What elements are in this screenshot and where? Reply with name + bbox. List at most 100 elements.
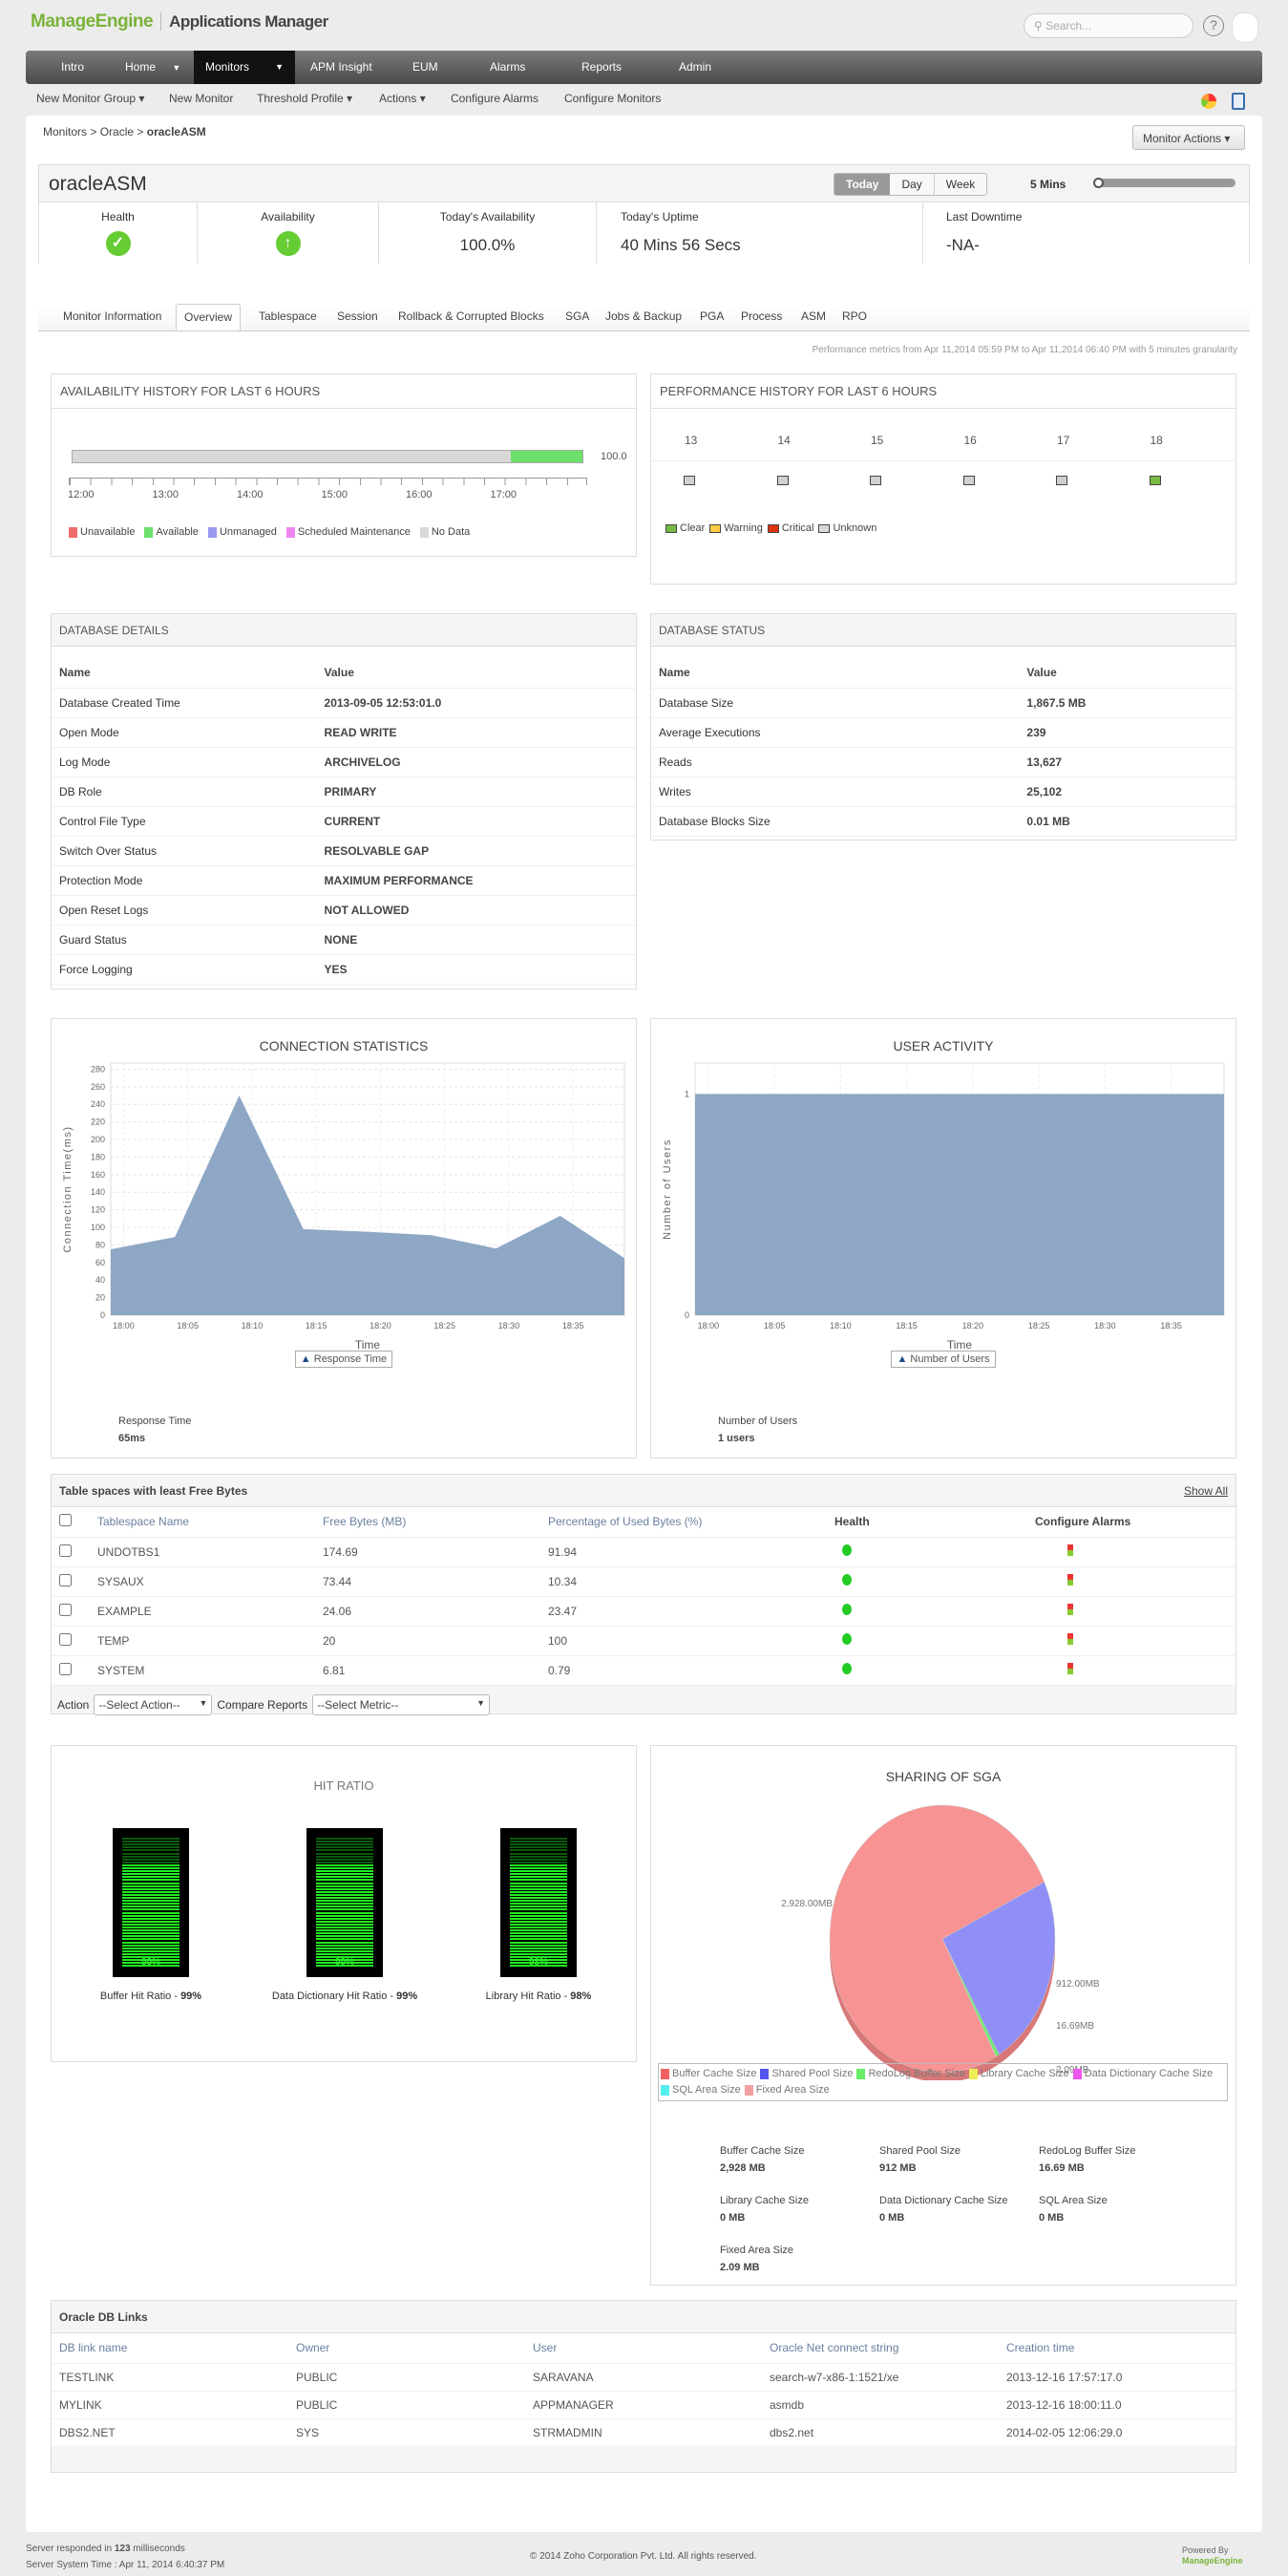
tab-sga[interactable]: SGA: [565, 309, 590, 323]
data-point[interactable]: [366, 1230, 370, 1234]
health-ok-icon[interactable]: ✓: [105, 231, 131, 256]
interval-slider[interactable]: [1093, 178, 1235, 188]
availability-bar[interactable]: [72, 450, 583, 463]
status-unknown-icon[interactable]: [870, 476, 881, 485]
tab-asm[interactable]: ASM: [801, 309, 827, 323]
tab-overview[interactable]: Overview: [176, 304, 242, 330]
chart-legend[interactable]: ▲ Response Time: [294, 1351, 393, 1368]
tab-rpo[interactable]: RPO: [842, 309, 868, 323]
tab-monitor-information[interactable]: Monitor Information: [63, 309, 162, 323]
breadcrumb-oracle[interactable]: Oracle: [99, 125, 135, 138]
legend-item[interactable]: Library Cache Size: [968, 2068, 1069, 2079]
status-unknown-icon[interactable]: [684, 476, 695, 485]
tab-pga[interactable]: PGA: [700, 309, 725, 323]
data-point[interactable]: [693, 1092, 697, 1096]
configure-alarm-icon[interactable]: [1067, 1604, 1073, 1615]
report-chart-icon[interactable]: [1201, 94, 1216, 109]
cell[interactable]: TEMP: [90, 1626, 315, 1656]
new-monitor-group-menu[interactable]: New Monitor Group ▾: [36, 92, 145, 105]
nav-reports[interactable]: Reports: [581, 60, 623, 74]
cell[interactable]: EXAMPLE: [90, 1596, 315, 1627]
period-day[interactable]: Day: [890, 174, 935, 195]
status-clear-icon[interactable]: [1149, 476, 1161, 485]
row-checkbox[interactable]: [59, 1632, 72, 1646]
tab-rollback[interactable]: Rollback & Corrupted Blocks: [398, 309, 544, 323]
cell[interactable]: UNDOTBS1: [90, 1537, 315, 1567]
nav-admin[interactable]: Admin: [679, 60, 712, 74]
row-checkbox[interactable]: [59, 1573, 72, 1586]
row-checkbox[interactable]: [59, 1662, 72, 1675]
monitor-actions-button[interactable]: Monitor Actions ▾: [1132, 125, 1245, 150]
data-point[interactable]: [430, 1233, 433, 1237]
legend-item[interactable]: Fixed Area Size: [744, 2084, 830, 2096]
col-percent-used[interactable]: Percentage of Used Bytes (%): [540, 1507, 827, 1538]
tab-jobs-backup[interactable]: Jobs & Backup: [605, 309, 683, 323]
help-icon[interactable]: ?: [1203, 15, 1224, 36]
data-point[interactable]: [559, 1214, 562, 1218]
tab-process[interactable]: Process: [741, 309, 783, 323]
data-point[interactable]: [173, 1235, 177, 1239]
nav-apm-insight[interactable]: APM Insight: [310, 60, 372, 74]
configure-alarm-icon[interactable]: [1067, 1633, 1073, 1645]
chart-legend[interactable]: ▲ Number of Users: [891, 1351, 996, 1368]
nav-monitors[interactable]: Monitors ▼: [194, 51, 295, 84]
data-point[interactable]: [495, 1246, 498, 1250]
availability-up-icon[interactable]: ↑: [275, 231, 301, 256]
configure-monitors-link[interactable]: Configure Monitors: [564, 92, 662, 105]
period-week[interactable]: Week: [934, 174, 987, 195]
data-point[interactable]: [1222, 1092, 1226, 1096]
status-unknown-icon[interactable]: [1056, 476, 1067, 485]
period-today[interactable]: Today: [834, 174, 891, 195]
configure-alarm-icon[interactable]: [1067, 1544, 1073, 1556]
health-ok-icon[interactable]: [842, 1574, 852, 1586]
row-checkbox[interactable]: [59, 1603, 72, 1616]
col-free-bytes[interactable]: Free Bytes (MB): [315, 1507, 540, 1538]
new-monitor-link[interactable]: New Monitor: [169, 92, 234, 105]
nav-home[interactable]: Home ▼: [125, 51, 180, 84]
health-ok-icon[interactable]: [842, 1604, 852, 1615]
legend-item[interactable]: SQL Area Size: [661, 2084, 741, 2096]
logo[interactable]: ManageEngine Applications Manager: [31, 11, 328, 32]
tab-tablespace[interactable]: Tablespace: [259, 309, 317, 323]
actions-menu[interactable]: Actions ▾: [379, 92, 426, 105]
health-ok-icon[interactable]: [842, 1544, 852, 1556]
health-ok-icon[interactable]: [842, 1633, 852, 1645]
data-point[interactable]: [238, 1094, 242, 1097]
legend-item[interactable]: Data Dictionary Cache Size: [1072, 2068, 1213, 2079]
search-input[interactable]: ⚲ Search...: [1024, 13, 1193, 38]
show-all-link[interactable]: Show All: [1183, 1484, 1228, 1498]
cell[interactable]: SYSAUX: [90, 1566, 315, 1597]
col-tablespace-name[interactable]: Tablespace Name: [90, 1507, 315, 1538]
legend-item[interactable]: RedoLog Buffer Size: [856, 2068, 965, 2079]
pie-slice[interactable]: [829, 1804, 1045, 2074]
nav-intro[interactable]: Intro: [61, 60, 85, 74]
slider-handle[interactable]: [1093, 178, 1104, 188]
data-point[interactable]: [109, 1247, 113, 1251]
row-checkbox[interactable]: [59, 1543, 72, 1557]
nav-eum[interactable]: EUM: [412, 60, 438, 74]
select-all-checkbox[interactable]: [59, 1514, 72, 1527]
avatar[interactable]: [1232, 12, 1258, 43]
series-area[interactable]: [111, 1096, 624, 1315]
data-point[interactable]: [623, 1256, 626, 1260]
health-ok-icon[interactable]: [842, 1663, 852, 1674]
action-select[interactable]: --Select Action-- ▼: [94, 1693, 213, 1715]
tab-session[interactable]: Session: [337, 309, 378, 323]
cell: 239: [1019, 717, 1235, 748]
configure-alarm-icon[interactable]: [1067, 1663, 1073, 1674]
compare-metric-select[interactable]: --Select Metric-- ▼: [312, 1693, 491, 1715]
data-point[interactable]: [302, 1227, 306, 1231]
cell[interactable]: SYSTEM: [90, 1655, 315, 1686]
nav-alarms[interactable]: Alarms: [490, 60, 526, 74]
threshold-profile-menu[interactable]: Threshold Profile ▾: [257, 92, 353, 105]
print-icon[interactable]: [1232, 93, 1245, 110]
breadcrumb-monitors[interactable]: Monitors: [43, 125, 88, 138]
configure-alarm-icon[interactable]: [1067, 1574, 1073, 1586]
legend-item[interactable]: Buffer Cache Size: [661, 2068, 756, 2079]
series-area[interactable]: [695, 1094, 1224, 1315]
status-unknown-icon[interactable]: [962, 476, 975, 485]
status-unknown-icon[interactable]: [776, 476, 789, 485]
legend-item[interactable]: Shared Pool Size: [760, 2068, 853, 2079]
pie-slice[interactable]: [941, 1882, 1056, 2055]
configure-alarms-link[interactable]: Configure Alarms: [451, 92, 539, 105]
